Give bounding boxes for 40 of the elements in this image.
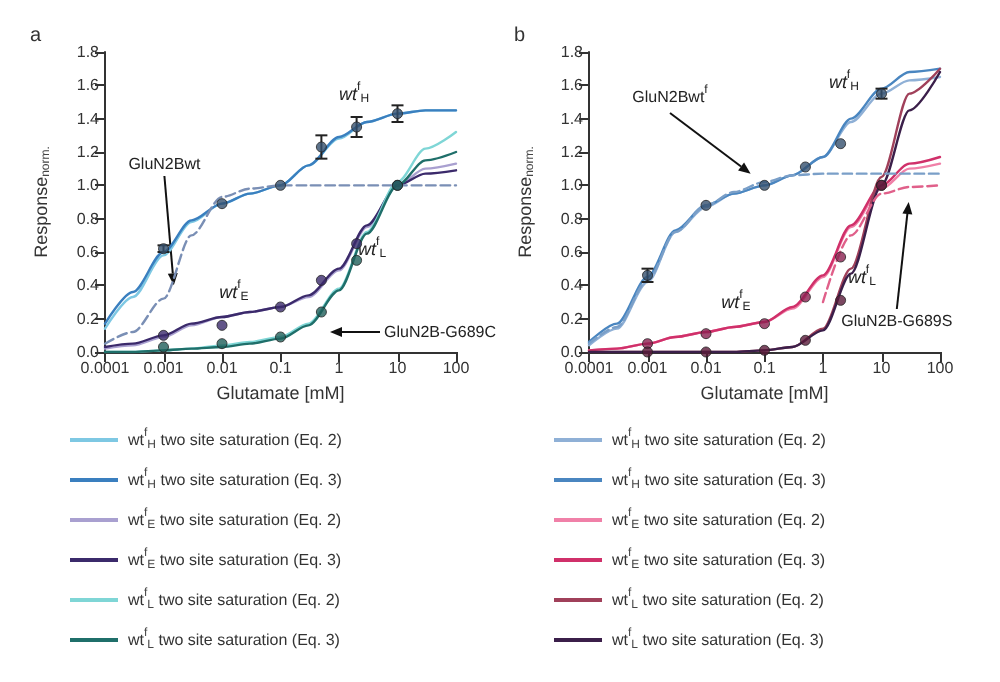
x-tick-label: 0.001 <box>627 359 669 377</box>
y-tick-label: 0.8 <box>76 209 101 228</box>
y-tick-label: 0.0 <box>76 343 101 361</box>
chart-title: b <box>514 25 526 47</box>
x-tick-label: 0.1 <box>753 359 777 377</box>
x-tick-label: 100 <box>926 359 955 377</box>
y-tick-label: 1.2 <box>76 143 101 161</box>
y-tick-label: 1.0 <box>560 176 585 195</box>
line-series <box>821 184 942 304</box>
y-tick-label: 1.8 <box>560 43 585 61</box>
x-axis-title: Glutamate [mM] <box>216 383 345 403</box>
y-tick-label: 0.2 <box>76 309 101 328</box>
annotation: GluN2B-G689S <box>841 312 953 330</box>
y-tick-label: 1.4 <box>76 109 101 128</box>
y-tick-label: 0.8 <box>560 209 585 228</box>
x-tick-label: 10 <box>872 359 892 377</box>
chart-title: a <box>30 25 42 47</box>
y-tick-label: 0.0 <box>560 343 585 361</box>
x-tick-label: 0.1 <box>269 359 293 377</box>
y-tick-label: 1.4 <box>560 109 585 128</box>
x-tick-label: 1 <box>818 359 829 377</box>
x-tick-label: 0.0001 <box>564 359 615 377</box>
x-tick-label: 0.0001 <box>80 359 131 377</box>
y-tick-label: 0.6 <box>560 243 585 261</box>
y-tick-label: 0.4 <box>76 276 101 295</box>
annotation: GluN2Bwt <box>128 155 202 173</box>
x-tick-label: 0.01 <box>206 359 239 377</box>
x-tick-label: 10 <box>388 359 408 377</box>
x-axis-title: Glutamate [mM] <box>700 383 829 403</box>
y-tick-label: 0.6 <box>76 243 101 261</box>
x-tick-label: 0.001 <box>143 359 185 377</box>
x-tick-label: 1 <box>334 359 345 377</box>
y-tick-label: 0.4 <box>560 276 585 295</box>
y-tick-label: 1.0 <box>76 176 101 195</box>
annotation: GluN2B-G689C <box>384 322 497 341</box>
x-tick-label: 0.01 <box>690 359 723 377</box>
y-tick-label: 1.8 <box>76 43 101 61</box>
x-tick-label: 100 <box>442 359 471 377</box>
y-tick-label: 1.2 <box>560 143 585 161</box>
y-tick-label: 0.2 <box>560 309 585 328</box>
